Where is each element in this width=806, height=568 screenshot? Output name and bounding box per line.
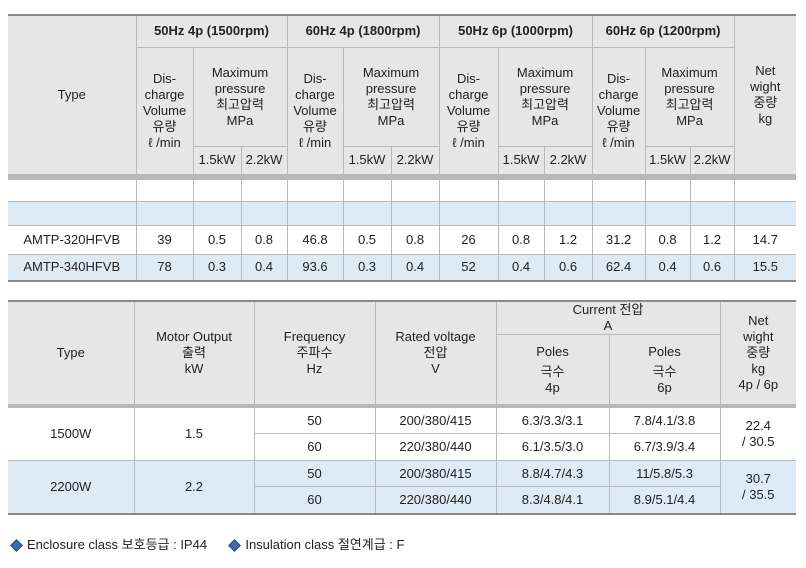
motor-output: 1.5: [133, 407, 255, 461]
frequency: 60: [253, 433, 376, 461]
table-row: 60 220/380/440 6.1/3.5/3.0 6.7/3.9/3.4: [8, 433, 796, 461]
discharge-header: Dis-charge Volume 유량 ℓ /min: [438, 46, 499, 175]
cell: 0.6: [689, 253, 735, 282]
current-6p: 6.7/3.9/3.4: [608, 433, 721, 461]
power-col-1-5kw: 1.5kW: [497, 145, 545, 175]
cell: 62.4: [591, 253, 646, 282]
poles-4p-header: Poles 극수 4p: [495, 334, 610, 405]
voltage: 200/380/415: [374, 407, 497, 434]
cell: 0.6: [543, 253, 593, 282]
table-row: 2200W 2.2 50 200/380/415 8.8/4.7/4.3 11/…: [8, 460, 797, 514]
group-header-50hz-4p: 50Hz 4p (1500rpm): [135, 14, 288, 48]
current-4p: 6.3/3.3/3.1: [495, 407, 610, 434]
cell: 0.4: [240, 253, 288, 282]
power-col-1-5kw: 1.5kW: [192, 145, 242, 175]
enclosure-class-note: Enclosure class 보호등급 : IP44: [27, 537, 208, 552]
current-6p: 8.9/5.1/4.4: [608, 486, 721, 514]
row-type: 2200W: [8, 460, 135, 514]
net-weight: 30.7/ 35.5: [719, 460, 797, 514]
cell: 52: [438, 253, 499, 282]
frequency-header: Frequency 주파수 Hz: [253, 300, 376, 405]
power-col-1-5kw: 1.5kW: [342, 145, 392, 175]
row-type: 1500W: [8, 407, 135, 461]
blank-row: [8, 178, 797, 202]
diamond-bullet-icon: [10, 538, 23, 552]
cell: 31.2: [591, 224, 646, 255]
cell: 0.8: [390, 224, 440, 255]
net-weight-header: Net wight 중량 kg: [733, 14, 797, 175]
net-weight: 22.4/ 30.5: [719, 407, 797, 461]
frequency: 60: [253, 486, 376, 514]
cell: 1.2: [689, 224, 735, 255]
rated-voltage-header: Rated voltage 전압 V: [374, 300, 497, 405]
motor-output: 2.2: [133, 460, 255, 514]
voltage: 200/380/415: [374, 460, 497, 487]
row-type: AMTP-340HFVB: [8, 253, 137, 282]
table-row: AMTP-320HFVB 39 0.5 0.8 46.8 0.5 0.8 26 …: [8, 224, 797, 255]
cell: 0.4: [644, 253, 691, 282]
net-weight-header: Net wight 중량 kg 4p / 6p: [719, 300, 797, 405]
row-type: AMTP-320HFVB: [8, 224, 137, 255]
cell: 93.6: [286, 253, 344, 282]
cell: 78: [135, 253, 194, 282]
table-row: AMTP-340HFVB 78 0.3 0.4 93.6 0.3 0.4 52 …: [8, 253, 797, 282]
motor-spec-table: Type Motor Output 출력 kW Frequency 주파수 Hz Rat…: [8, 300, 797, 515]
discharge-header: Dis-charge Volume 유량 ℓ /min: [135, 46, 194, 175]
insulation-class-note: Insulation class 절연계급 : F: [245, 537, 405, 552]
table-row: 1500W 1.5 50 200/380/415 6.3/3.3/3.1 7.8…: [8, 407, 797, 461]
cell: 0.8: [240, 224, 288, 255]
power-col-2-2kw: 2.2kW: [543, 145, 593, 175]
pump-spec-table: Type 50Hz 4p (1500rpm) 60Hz 4p (1800rpm)…: [8, 14, 797, 282]
current-6p: 11/5.8/5.3: [608, 460, 721, 487]
current-6p: 7.8/4.1/3.8: [608, 407, 721, 434]
type-header: Type: [8, 300, 135, 405]
cell: 0.8: [497, 224, 545, 255]
voltage: 220/380/440: [374, 433, 497, 461]
cell: 0.4: [390, 253, 440, 282]
pressure-header: Maximum pressure 최고압력 MPa: [644, 46, 735, 147]
current-4p: 6.1/3.5/3.0: [495, 433, 610, 461]
cell: 0.5: [192, 224, 242, 255]
cell: 0.3: [342, 253, 392, 282]
footer-notes: Enclosure class 보호등급 : IP44 Insulation c…: [10, 534, 404, 553]
cell: 14.7: [733, 224, 797, 255]
cell: 0.3: [192, 253, 242, 282]
cell: 26: [438, 224, 499, 255]
motor-output-header: Motor Output 출력 kW: [133, 300, 255, 405]
current-header: Current 전압 A: [495, 300, 721, 335]
group-header-60hz-6p: 60Hz 6p (1200rpm): [591, 14, 735, 48]
pressure-header: Maximum pressure 최고압력 MPa: [192, 46, 288, 147]
group-header-50hz-6p: 50Hz 6p (1000rpm): [438, 14, 593, 48]
frequency: 50: [253, 407, 376, 434]
blank-row: [8, 200, 797, 226]
cell: 46.8: [286, 224, 344, 255]
cell: 0.8: [644, 224, 691, 255]
cell: 0.5: [342, 224, 392, 255]
discharge-header: Dis-charge Volume 유량 ℓ /min: [286, 46, 344, 175]
group-header-60hz-4p: 60Hz 4p (1800rpm): [286, 14, 440, 48]
voltage: 220/380/440: [374, 486, 497, 514]
table-row: 60 220/380/440 8.3/4.8/4.1 8.9/5.1/4.4: [8, 486, 796, 514]
cell: 0.4: [497, 253, 545, 282]
current-4p: 8.3/4.8/4.1: [495, 486, 610, 514]
type-header: Type: [8, 14, 137, 175]
pressure-header: Maximum pressure 최고압력 MPa: [497, 46, 593, 147]
power-col-1-5kw: 1.5kW: [644, 145, 691, 175]
cell: 39: [135, 224, 194, 255]
discharge-header: Dis-charge Volume 유량 ℓ /min: [591, 46, 646, 175]
pressure-header: Maximum pressure 최고압력 MPa: [342, 46, 440, 147]
power-col-2-2kw: 2.2kW: [390, 145, 440, 175]
power-col-2-2kw: 2.2kW: [240, 145, 288, 175]
current-4p: 8.8/4.7/4.3: [495, 460, 610, 487]
frequency: 50: [253, 460, 376, 487]
diamond-bullet-icon: [228, 538, 242, 552]
cell: 1.2: [543, 224, 593, 255]
cell: 15.5: [733, 253, 797, 282]
poles-6p-header: Poles 극수 6p: [608, 334, 721, 405]
power-col-2-2kw: 2.2kW: [689, 145, 735, 175]
